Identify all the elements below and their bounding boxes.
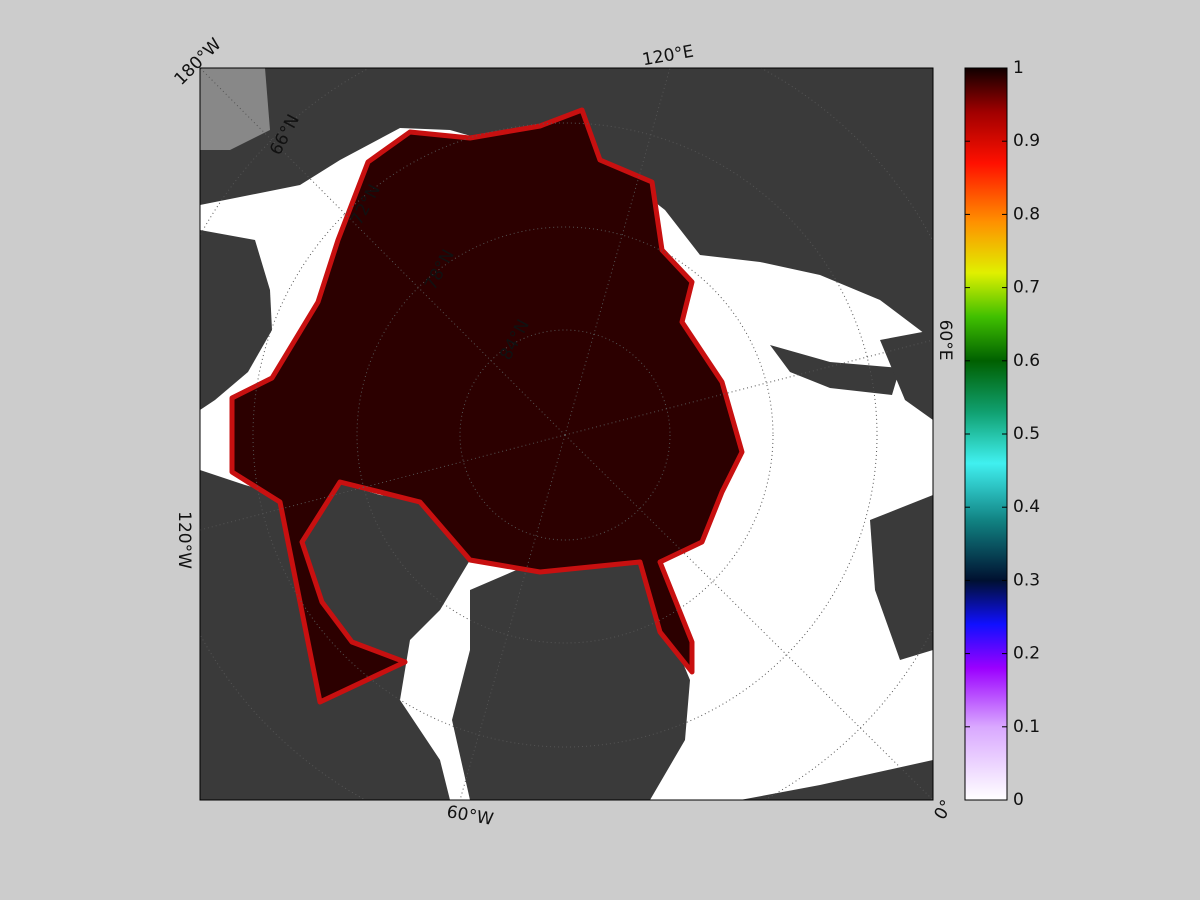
- colorbar-tick-label: 0.5: [1013, 424, 1040, 444]
- map-frame: [199, 67, 934, 801]
- colorbar-tick-label: 0: [1013, 790, 1024, 810]
- colorbar-tick-label: 0.4: [1013, 497, 1040, 517]
- map: [200, 68, 933, 800]
- meridian-label: 120°W: [174, 511, 194, 569]
- colorbar-tick-label: 1: [1013, 58, 1024, 78]
- sea-ice: [229, 107, 745, 705]
- lake-land: [200, 68, 270, 150]
- meridian-label: 120°E: [641, 42, 695, 71]
- colorbar-tick-label: 0.6: [1013, 351, 1040, 371]
- meridian-label: 60°E: [935, 320, 955, 361]
- colorbar-tick-label: 0.9: [1013, 131, 1040, 151]
- colorbar-tick-label: 0.7: [1013, 278, 1040, 298]
- colorbar-tick-label: 0.8: [1013, 204, 1040, 224]
- meridian-label: 0°: [931, 797, 958, 824]
- colorbar-tick-label: 0.2: [1013, 644, 1040, 664]
- colorbar: [964, 67, 1008, 801]
- colorbar-tick-label: 0.3: [1013, 570, 1040, 590]
- colorbar-tick-label: 0.1: [1013, 717, 1040, 737]
- colorbar-ticks: 0 0.1 0.2 0.3 0.4 0.5 0.6 0.7 0.8 0.9 1: [965, 58, 1040, 810]
- graticule: [200, 68, 933, 800]
- meridian-label: 60°W: [445, 802, 495, 830]
